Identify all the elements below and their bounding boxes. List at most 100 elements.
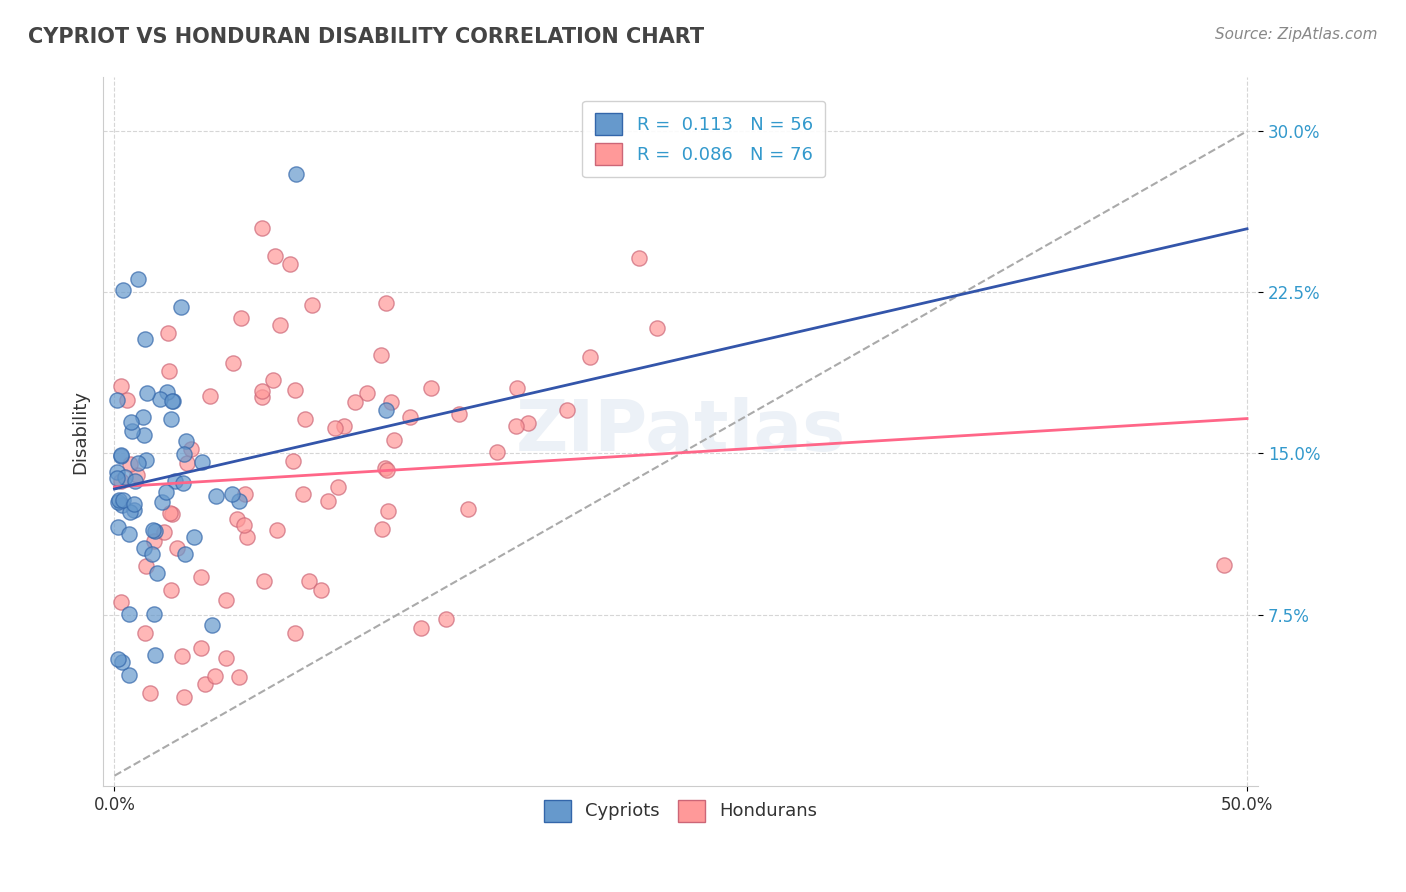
Point [170, 648, 193, 663]
Point [371, 522, 394, 536]
Point [134, 626, 156, 640]
Point [173, 447, 195, 461]
Point [107, 495, 129, 509]
Point [316, 493, 339, 508]
Point [107, 520, 129, 534]
Point [153, 525, 176, 540]
Point [250, 390, 273, 404]
Point [221, 487, 243, 501]
Text: CYPRIOT VS HONDURAN DISABILITY CORRELATION CHART: CYPRIOT VS HONDURAN DISABILITY CORRELATI… [28, 27, 704, 46]
Point [143, 648, 166, 662]
Point [166, 541, 188, 555]
Point [190, 640, 212, 655]
Point [557, 403, 579, 417]
Point [141, 547, 163, 561]
Point [236, 530, 259, 544]
Point [1213, 558, 1236, 573]
Point [278, 257, 301, 271]
Point [110, 475, 132, 489]
Point [506, 381, 529, 395]
Point [114, 470, 136, 484]
Point [645, 321, 668, 335]
Point [170, 300, 193, 314]
Point [127, 272, 149, 286]
Point [333, 418, 356, 433]
Point [579, 350, 602, 364]
Point [132, 428, 155, 442]
Point [291, 487, 314, 501]
Point [112, 492, 135, 507]
Point [457, 501, 479, 516]
Point [105, 471, 128, 485]
Point [117, 607, 139, 622]
Point [124, 474, 146, 488]
Point [125, 468, 148, 483]
Point [135, 559, 157, 574]
Point [226, 512, 249, 526]
Point [326, 480, 349, 494]
Point [108, 493, 131, 508]
Point [155, 484, 177, 499]
Point [159, 412, 181, 426]
Point [198, 389, 221, 403]
Point [377, 504, 399, 518]
Point [190, 570, 212, 584]
Point [160, 393, 183, 408]
Point [172, 475, 194, 490]
Point [356, 385, 378, 400]
Point [162, 393, 184, 408]
Point [132, 541, 155, 555]
Point [105, 393, 128, 408]
Point [122, 497, 145, 511]
Point [253, 574, 276, 589]
Point [398, 409, 420, 424]
Point [382, 433, 405, 447]
Point [284, 384, 307, 398]
Point [343, 394, 366, 409]
Point [375, 403, 398, 417]
Point [160, 582, 183, 597]
Point [135, 453, 157, 467]
Point [110, 595, 132, 609]
Point [149, 392, 172, 406]
Point [374, 460, 396, 475]
Point [284, 167, 307, 181]
Point [434, 612, 457, 626]
Point [269, 318, 291, 333]
Point [323, 420, 346, 434]
Point [159, 506, 181, 520]
Point [180, 442, 202, 457]
Point [298, 574, 321, 588]
Point [150, 495, 173, 509]
Point [191, 455, 214, 469]
Point [194, 676, 217, 690]
Point [157, 364, 180, 378]
Point [262, 373, 284, 387]
Point [205, 489, 228, 503]
Point [173, 690, 195, 704]
Point [229, 311, 252, 326]
Point [142, 524, 165, 538]
Point [375, 463, 398, 477]
Point [120, 415, 142, 429]
Point [183, 530, 205, 544]
Point [447, 407, 470, 421]
Point [228, 493, 250, 508]
Point [228, 670, 250, 684]
Point [131, 409, 153, 424]
Point [111, 498, 134, 512]
Point [110, 379, 132, 393]
Point [309, 582, 332, 597]
Point [163, 474, 186, 488]
Point [233, 517, 256, 532]
Point [146, 566, 169, 581]
Point [627, 251, 650, 265]
Point [160, 507, 183, 521]
Point [142, 607, 165, 621]
Y-axis label: Disability: Disability [72, 390, 89, 474]
Point [142, 534, 165, 549]
Point [375, 296, 398, 310]
Point [505, 418, 527, 433]
Point [176, 457, 198, 471]
Point [118, 527, 141, 541]
